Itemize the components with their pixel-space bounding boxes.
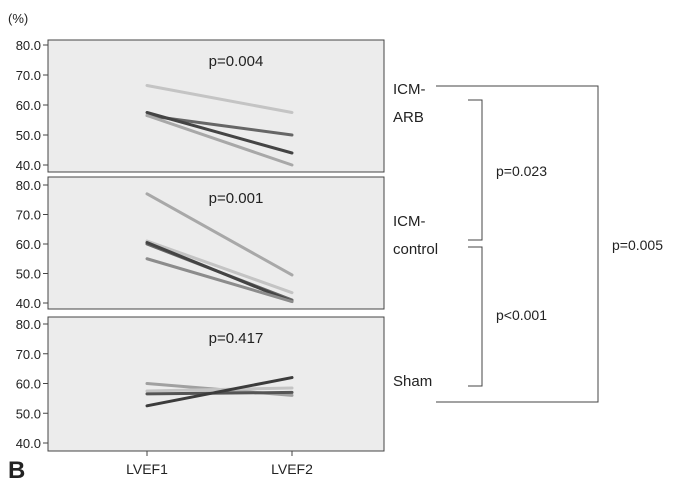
y-tick-label: 40.0 bbox=[16, 296, 41, 311]
series-line bbox=[145, 114, 294, 167]
series-line bbox=[145, 386, 294, 393]
y-tick-label: 60.0 bbox=[16, 237, 41, 252]
y-tick-label: 80.0 bbox=[16, 178, 41, 193]
y-tick-label: 50.0 bbox=[16, 267, 41, 282]
panel-icm-control: 80.0 70.0 60.0 50.0 40.0 p=0.001 bbox=[16, 176, 385, 311]
series-line bbox=[145, 239, 294, 295]
y-tick-label: 70.0 bbox=[16, 68, 41, 83]
y-tick-label: 70.0 bbox=[16, 208, 41, 223]
y-tick-label: 60.0 bbox=[16, 98, 41, 113]
y-tick-label: 80.0 bbox=[16, 317, 41, 332]
group-label: Sham bbox=[393, 373, 432, 390]
x-axis: LVEF1 LVEF2 bbox=[126, 451, 313, 477]
comparison-p-value: p=0.023 bbox=[496, 163, 547, 179]
comparison-p-value: p<0.001 bbox=[496, 307, 547, 323]
bracket-control-sham bbox=[468, 246, 483, 387]
series-line bbox=[145, 111, 294, 155]
y-tick-label: 70.0 bbox=[16, 347, 41, 362]
panel-p-value: p=0.004 bbox=[209, 53, 264, 70]
panel-background bbox=[47, 316, 385, 452]
series-line bbox=[145, 376, 294, 408]
comparison-p-value: p=0.005 bbox=[612, 237, 663, 253]
panel-background bbox=[47, 39, 385, 173]
series-line bbox=[145, 257, 294, 304]
series-line bbox=[145, 192, 294, 277]
x-tick-label: LVEF2 bbox=[271, 461, 313, 477]
y-tick-label: 50.0 bbox=[16, 406, 41, 421]
y-tick-label: 40.0 bbox=[16, 158, 41, 173]
x-tick-label: LVEF1 bbox=[126, 461, 168, 477]
group-label: ICM- bbox=[393, 81, 426, 98]
bracket-arb-sham bbox=[436, 85, 599, 403]
y-tick-label: 80.0 bbox=[16, 38, 41, 53]
group-label: ICM- bbox=[393, 213, 426, 230]
y-tick-label: 60.0 bbox=[16, 377, 41, 392]
panel-sham: 80.0 70.0 60.0 50.0 40.0 p=0.417 bbox=[16, 316, 385, 452]
series-line bbox=[145, 241, 294, 304]
panel-p-value: p=0.417 bbox=[209, 330, 264, 347]
panel-background bbox=[47, 176, 385, 310]
group-label: control bbox=[393, 241, 438, 258]
y-tick-label: 50.0 bbox=[16, 128, 41, 143]
panels-layer: 80.0 70.0 60.0 50.0 40.0 p=0.004 80.0 70.0 60.0 5… bbox=[16, 38, 385, 452]
y-tick-label: 40.0 bbox=[16, 436, 41, 451]
series-line bbox=[145, 84, 294, 114]
comparison-brackets: ICM- ARB ICM-control Sham p=0.023 p<0.001 p=0.… bbox=[393, 81, 663, 403]
group-label: ARB bbox=[393, 109, 424, 126]
y-unit-label: (%) bbox=[8, 11, 28, 26]
panel-letter: B bbox=[8, 457, 25, 483]
bracket-arb-control bbox=[468, 99, 483, 241]
panel-p-value: p=0.001 bbox=[209, 190, 264, 207]
panel-icm-arb: 80.0 70.0 60.0 50.0 40.0 p=0.004 bbox=[16, 38, 385, 173]
